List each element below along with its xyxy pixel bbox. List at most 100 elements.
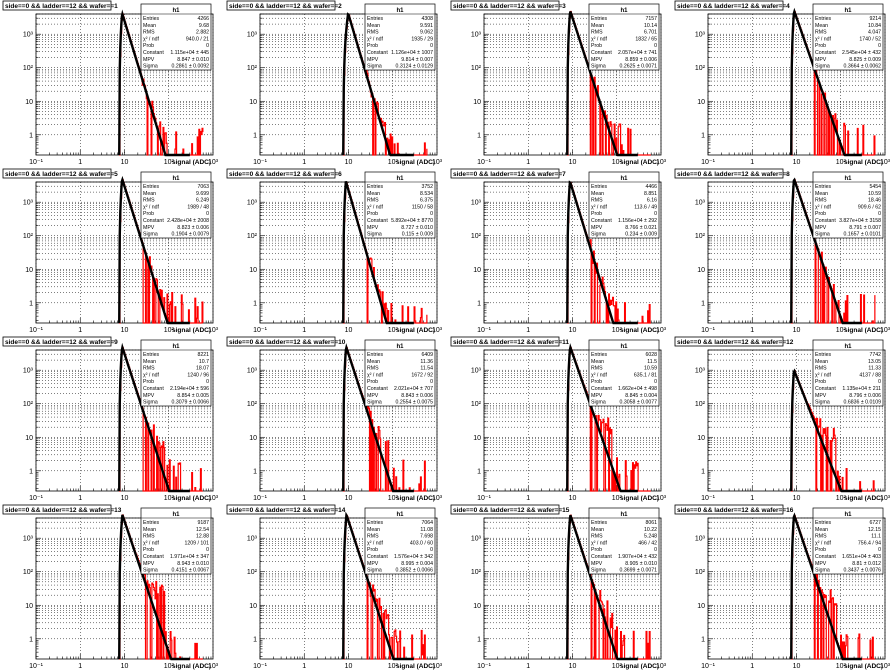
stats-frame — [588, 507, 660, 575]
y-tick-label: 1 — [253, 468, 257, 475]
fit-curve — [566, 514, 638, 661]
stats-label: χ² / ndf — [367, 204, 384, 210]
x-axis-label: signal (ADC) — [620, 663, 659, 670]
stats-value: 1989 / 48 — [187, 204, 209, 210]
panel-title-box — [226, 336, 336, 347]
stats-value: 12.88 — [196, 534, 209, 540]
stats-label: RMS — [815, 198, 827, 204]
stats-value: 1740 / 52 — [859, 36, 881, 42]
stats-label: Entries — [143, 352, 160, 358]
stats-frame — [364, 3, 436, 71]
fit-curve — [342, 12, 414, 157]
panel-title-box — [450, 336, 560, 347]
fit-curve — [566, 11, 638, 157]
stats-value: 18.46 — [868, 198, 881, 204]
stats-value: 6409 — [421, 352, 433, 358]
x-axis-label: signal (ADC) — [172, 663, 211, 670]
stats-label: Constant — [367, 386, 388, 392]
x-tick-label: 10³ — [880, 159, 891, 166]
stats-label: Sigma — [815, 568, 830, 574]
stats-value: 5.248 — [644, 534, 657, 540]
x-axis-label: signal (ADC) — [172, 159, 211, 166]
stats-value: 5.892e+04 ± 8770 — [391, 218, 433, 224]
y-tick-label: 10 — [697, 435, 705, 442]
x-tick-label: 10⁻¹ — [253, 495, 267, 502]
stats-label: MPV — [591, 225, 603, 231]
stats-box: h1 Entries 6409 Mean 11.36 RMS 11.54 χ² / ndf 16… — [364, 339, 436, 407]
stats-value: 1935 / 29 — [411, 36, 433, 42]
panel-title: side==0 && ladder==12 && wafer==1 — [5, 3, 118, 10]
x-tick-label: 10⁻¹ — [477, 327, 491, 334]
y-tick-label: 10 — [25, 603, 33, 610]
stats-value: 7157 — [645, 16, 657, 22]
stats-label: Mean — [815, 23, 828, 29]
x-tick-label: 10³ — [880, 495, 891, 502]
x-tick-label: 10³ — [432, 327, 443, 334]
x-tick-label: 1 — [526, 663, 530, 670]
stats-value: 0.6836 ± 0.0109 — [844, 400, 882, 406]
stats-value: 635.1 / 81 — [634, 372, 657, 378]
stats-value: 7063 — [197, 184, 209, 190]
x-tick-label: 1 — [526, 159, 530, 166]
y-tick-label: 10² — [471, 65, 482, 72]
stats-value: 0 — [430, 379, 433, 385]
y-tick-label: 10 — [697, 99, 705, 106]
x-tick-label: 10² — [612, 663, 623, 670]
stats-value: 2.545e+04 ± 432 — [842, 50, 881, 56]
stats-value: 8.791 ± 0.007 — [849, 225, 881, 231]
stats-histogram-name: h1 — [396, 512, 404, 518]
y-tick-label: 1 — [477, 468, 481, 475]
x-tick-label: 1 — [750, 327, 754, 334]
stats-value: 0 — [206, 547, 209, 553]
stats-box: h1 Entries 6727 Mean 12.15 RMS 11.1 χ² / ndf 756… — [812, 507, 884, 575]
stats-value: 8.859 ± 0.006 — [625, 57, 657, 63]
stats-label: Prob — [367, 211, 378, 217]
x-tick-label: 1 — [78, 159, 82, 166]
stats-label: χ² / ndf — [815, 540, 832, 546]
stats-value: 0 — [654, 43, 657, 49]
x-tick-label: 10 — [793, 159, 801, 166]
stats-label: χ² / ndf — [367, 540, 384, 546]
x-tick-label: 10³ — [208, 159, 219, 166]
stats-frame — [140, 171, 212, 239]
panel-title: side==0 && ladder==12 && wafer==7 — [453, 171, 566, 178]
stats-label: Prob — [143, 379, 154, 385]
y-tick-label: 1 — [701, 636, 705, 643]
stats-label: Prob — [367, 547, 378, 553]
stats-value: 940.0 / 21 — [186, 36, 209, 42]
panel-title: side==0 && ladder==12 && wafer==5 — [5, 171, 118, 178]
x-tick-label: 1 — [750, 159, 754, 166]
x-tick-label: 10² — [612, 495, 623, 502]
stats-label: Prob — [143, 211, 154, 217]
x-tick-label: 10 — [345, 159, 353, 166]
fit-curve — [118, 175, 190, 325]
stats-label: Sigma — [815, 64, 830, 70]
stats-value: 1209 / 101 — [184, 540, 209, 546]
stats-value: 7064 — [421, 520, 433, 526]
stats-label: Sigma — [367, 400, 382, 406]
stats-value: 11.36 — [420, 359, 433, 365]
stats-value: 9.814 ± 0.007 — [401, 57, 433, 63]
stats-value: 0.2861 ± 0.0092 — [172, 64, 210, 70]
y-tick-label: 1 — [701, 300, 705, 307]
stats-label: RMS — [591, 198, 603, 204]
stats-histogram-name: h1 — [844, 176, 852, 182]
y-tick-label: 10² — [247, 65, 258, 72]
stats-value: 10.84 — [868, 23, 881, 29]
y-tick-label: 10 — [473, 267, 481, 274]
stats-label: χ² / ndf — [143, 36, 160, 42]
x-axis-label: signal (ADC) — [620, 495, 659, 502]
stats-histogram-name: h1 — [172, 512, 180, 518]
ticks — [35, 517, 212, 659]
stats-value: 6.249 — [196, 198, 209, 204]
x-tick-label: 10 — [121, 663, 129, 670]
stats-frame — [364, 507, 436, 575]
stats-frame — [588, 171, 660, 239]
stats-label: Constant — [143, 554, 164, 560]
stats-value: 7.698 — [420, 534, 433, 540]
